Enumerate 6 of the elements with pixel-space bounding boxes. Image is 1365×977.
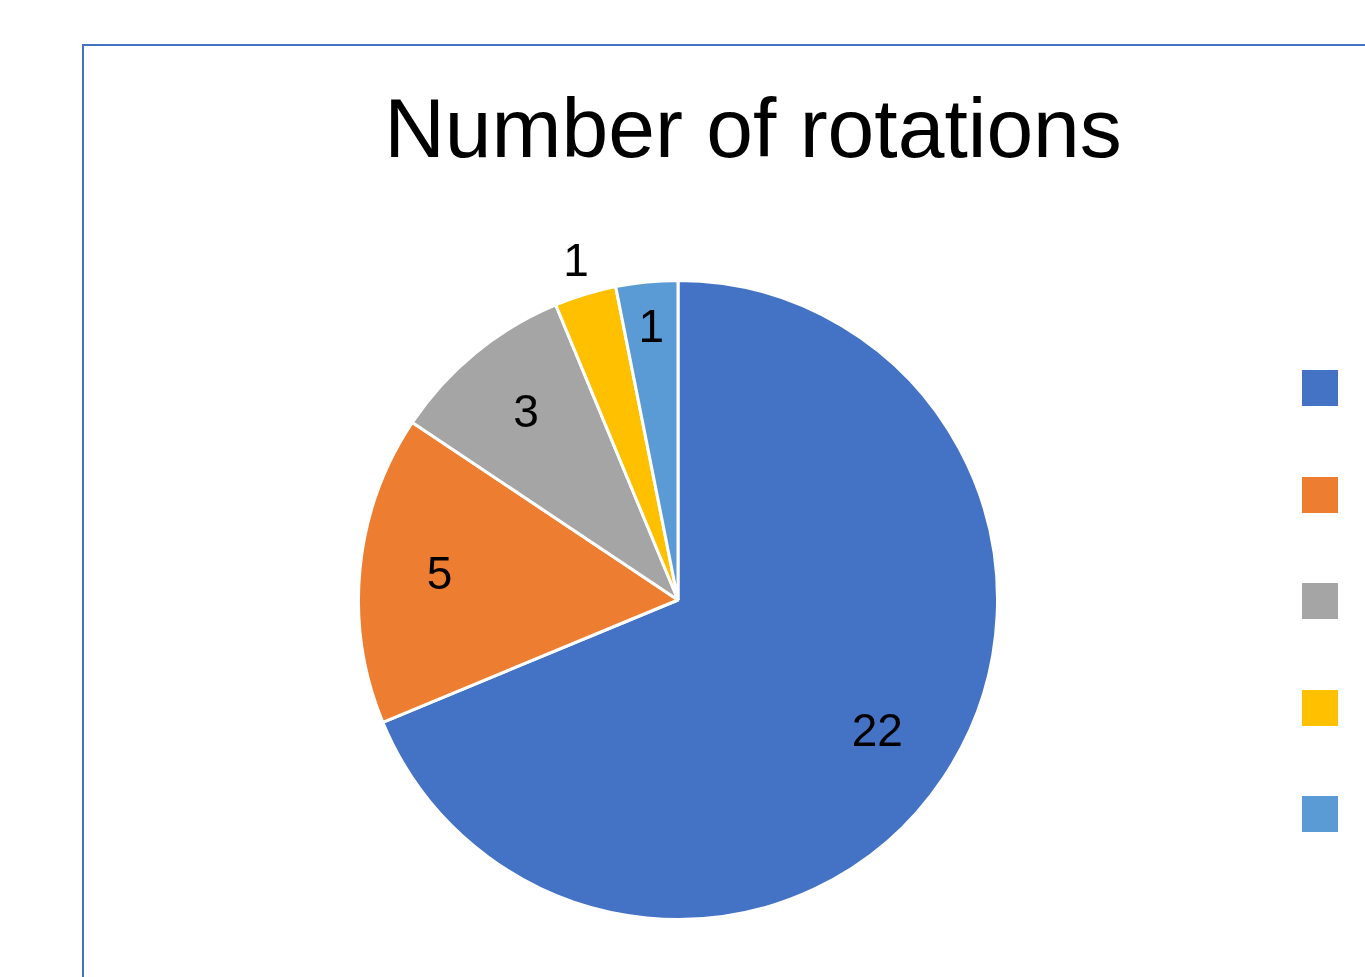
data-label: 22 <box>851 703 903 756</box>
chart-title: Number of rotations <box>383 80 1123 177</box>
data-label: 3 <box>513 385 539 438</box>
data-label: 1 <box>638 300 665 353</box>
data-label: 1 <box>563 234 589 287</box>
data-label: 5 <box>426 547 453 600</box>
